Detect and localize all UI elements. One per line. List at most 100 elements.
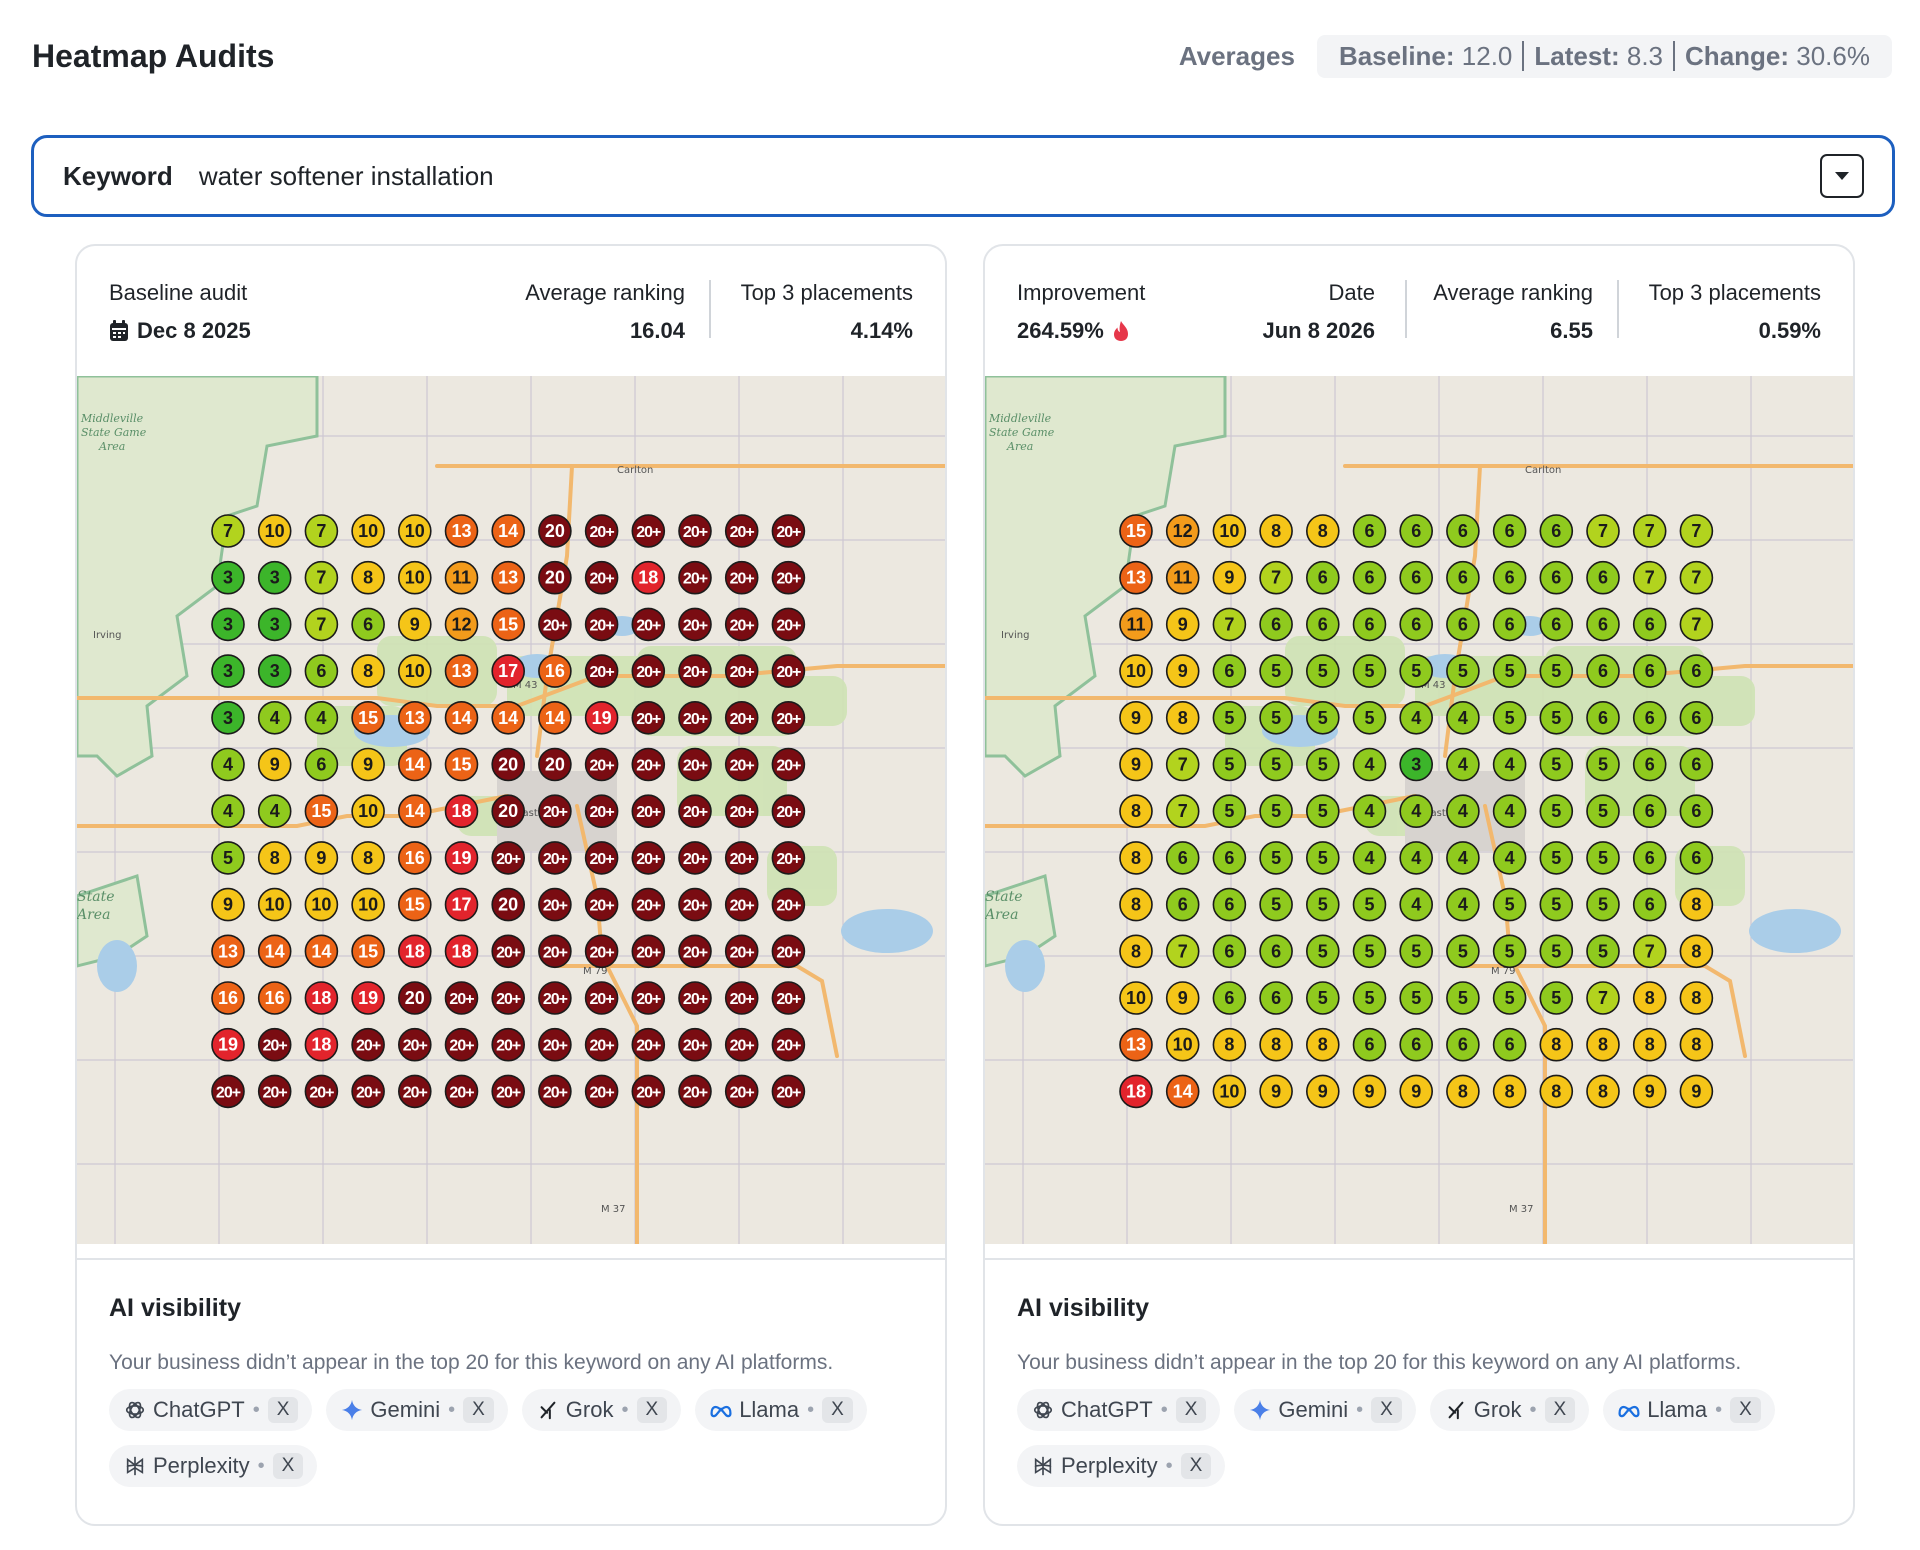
rank-marker[interactable]: 20+ [491,841,526,875]
rank-marker[interactable]: 5 [1305,934,1340,969]
baseline-heatmap[interactable]: Middleville State Game Area State Area Carlto… [77,376,945,1244]
rank-marker[interactable]: 14 [491,514,526,548]
rank-marker[interactable]: 20+ [771,607,806,642]
rank-marker[interactable]: 20+ [724,1027,759,1062]
rank-marker[interactable]: 5 [1492,981,1527,1015]
rank-marker[interactable]: 8 [351,654,385,688]
rank-marker[interactable]: 8 [1119,794,1153,829]
rank-marker[interactable]: 14 [397,747,432,782]
rank-marker[interactable]: 8 [1679,1027,1714,1062]
rank-marker[interactable]: 20+ [351,1027,385,1062]
rank-marker[interactable]: 9 [1165,981,1200,1015]
rank-marker[interactable]: 6 [1399,514,1434,548]
rank-marker[interactable]: 8 [1305,1027,1340,1062]
rank-marker[interactable]: 8 [1632,981,1667,1015]
rank-marker[interactable]: 20+ [724,700,759,735]
rank-marker[interactable]: 7 [1165,794,1200,829]
rank-marker[interactable]: 3 [257,607,292,642]
rank-marker[interactable]: 7 [1632,514,1667,548]
rank-marker[interactable]: 9 [1352,1074,1387,1109]
rank-marker[interactable]: 7 [1259,560,1293,595]
rank-marker[interactable]: 5 [1446,654,1480,688]
rank-marker[interactable]: 4 [1446,841,1480,875]
rank-marker[interactable]: 4 [211,794,245,829]
rank-marker[interactable]: 3 [1399,747,1434,782]
rank-marker[interactable]: 20+ [444,1074,479,1109]
rank-marker[interactable]: 7 [304,514,339,548]
rank-marker[interactable]: 8 [1632,1027,1667,1062]
rank-marker[interactable]: 13 [444,514,479,548]
rank-marker[interactable]: 19 [211,1027,245,1062]
rank-marker[interactable]: 5 [1586,747,1620,782]
rank-marker[interactable]: 6 [1399,1027,1434,1062]
rank-marker[interactable]: 4 [1492,794,1527,829]
rank-marker[interactable]: 5 [1539,654,1574,688]
rank-marker[interactable]: 20+ [771,700,806,735]
rank-marker[interactable]: 5 [1492,887,1527,922]
rank-marker[interactable]: 10 [257,514,292,548]
rank-marker[interactable]: 7 [1679,560,1714,595]
rank-marker[interactable]: 20 [538,560,572,595]
rank-marker[interactable]: 10 [397,654,432,688]
rank-marker[interactable]: 20+ [771,560,806,595]
rank-marker[interactable]: 5 [1586,934,1620,969]
rank-marker[interactable]: 10 [1212,514,1247,548]
rank-marker[interactable]: 5 [1305,747,1340,782]
rank-marker[interactable]: 5 [1259,700,1293,735]
rank-marker[interactable]: 20+ [771,794,806,829]
rank-marker[interactable]: 20+ [538,794,572,829]
rank-marker[interactable]: 20 [538,514,572,548]
rank-marker[interactable]: 4 [304,700,339,735]
rank-marker[interactable]: 11 [444,560,479,595]
rank-marker[interactable]: 20+ [584,934,619,969]
rank-marker[interactable]: 6 [1352,514,1387,548]
rank-marker[interactable]: 20+ [771,934,806,969]
rank-marker[interactable]: 6 [1212,654,1247,688]
rank-marker[interactable]: 20+ [631,700,666,735]
rank-marker[interactable]: 14 [397,794,432,829]
rank-marker[interactable]: 20+ [631,887,666,922]
rank-marker[interactable]: 6 [1632,841,1667,875]
rank-marker[interactable]: 9 [397,607,432,642]
rank-marker[interactable]: 11 [1119,607,1153,642]
rank-marker[interactable]: 20+ [631,747,666,782]
rank-marker[interactable]: 5 [1305,794,1340,829]
rank-marker[interactable]: 9 [257,747,292,782]
rank-marker[interactable]: 9 [1399,1074,1434,1109]
keyword-select[interactable]: Keyword water softener installation [31,135,1895,217]
rank-marker[interactable]: 6 [1492,607,1527,642]
latest-heatmap[interactable]: Middleville State Game Area State Area Carlto… [985,376,1853,1244]
rank-marker[interactable]: 6 [1352,607,1387,642]
rank-marker[interactable]: 4 [1446,700,1480,735]
rank-marker[interactable]: 20+ [631,841,666,875]
ai-platform-chip-chatgpt[interactable]: ChatGPT • X [109,1389,313,1431]
rank-marker[interactable]: 8 [1539,1074,1574,1109]
rank-marker[interactable]: 13 [1119,1027,1153,1062]
rank-marker[interactable]: 15 [304,794,339,829]
rank-marker[interactable]: 20+ [584,794,619,829]
rank-marker[interactable]: 5 [1352,981,1387,1015]
rank-marker[interactable]: 16 [211,981,245,1015]
rank-marker[interactable]: 7 [304,607,339,642]
rank-marker[interactable]: 20+ [538,841,572,875]
rank-marker[interactable]: 6 [304,747,339,782]
rank-marker[interactable]: 9 [1212,560,1247,595]
rank-marker[interactable]: 6 [1212,934,1247,969]
rank-marker[interactable]: 4 [1446,887,1480,922]
rank-marker[interactable]: 6 [1259,934,1293,969]
rank-marker[interactable]: 6 [1399,607,1434,642]
rank-marker[interactable]: 20+ [257,1027,292,1062]
rank-marker[interactable]: 8 [351,841,385,875]
rank-marker[interactable]: 15 [351,934,385,969]
rank-marker[interactable]: 20+ [584,560,619,595]
rank-marker[interactable]: 20+ [444,1027,479,1062]
rank-marker[interactable]: 17 [491,654,526,688]
ai-platform-chip-perplexity[interactable]: Perplexity • X [109,1445,318,1487]
rank-marker[interactable]: 6 [1165,841,1200,875]
rank-marker[interactable]: 6 [1212,887,1247,922]
rank-marker[interactable]: 5 [1352,887,1387,922]
rank-marker[interactable]: 13 [211,934,245,969]
ai-platform-chip-grok[interactable]: Grok • X [1429,1389,1590,1431]
rank-marker[interactable]: 8 [1679,887,1714,922]
rank-marker[interactable]: 6 [1632,747,1667,782]
